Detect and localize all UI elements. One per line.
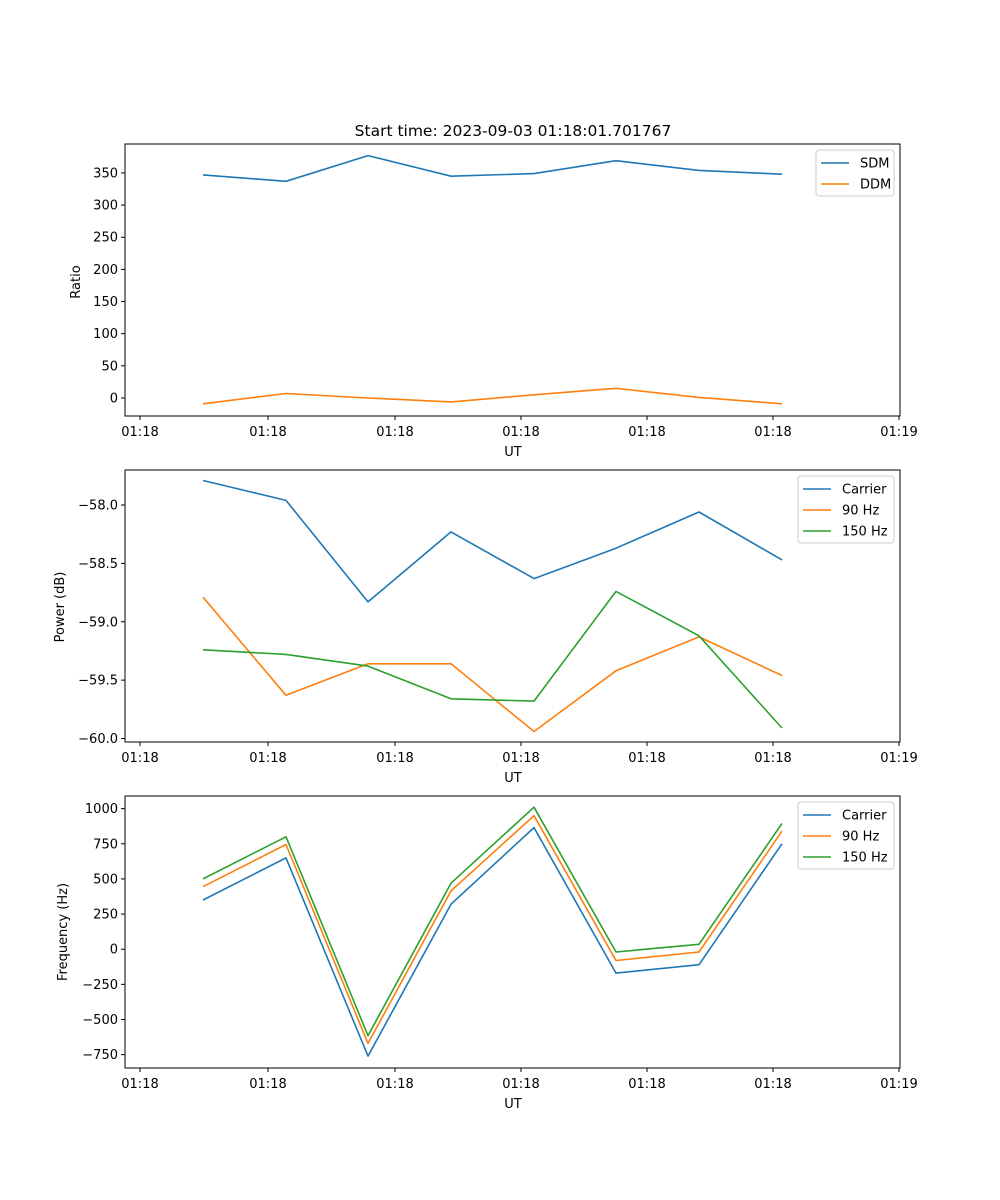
x-tick-label: 01:18 bbox=[502, 751, 539, 766]
y-tick-label: 100 bbox=[93, 327, 118, 342]
y-tick-label: 0 bbox=[110, 391, 118, 406]
x-tick-label: 01:18 bbox=[628, 425, 665, 440]
y-tick-label: −250 bbox=[82, 978, 118, 993]
series-line-ddm bbox=[202, 387, 783, 405]
y-tick-label: −59.0 bbox=[78, 615, 118, 630]
series-line-90-hz bbox=[202, 814, 783, 1045]
y-tick-label: 500 bbox=[93, 872, 118, 887]
chart-title: Start time: 2023-09-03 01:18:01.701767 bbox=[355, 122, 672, 140]
x-tick-label: 01:18 bbox=[754, 751, 791, 766]
x-tick-label: 01:18 bbox=[502, 1077, 539, 1092]
y-tick-label: −500 bbox=[82, 1013, 118, 1028]
x-tick-label: 01:18 bbox=[754, 425, 791, 440]
x-tick-label: 01:18 bbox=[502, 425, 539, 440]
x-tick-label: 01:18 bbox=[121, 1077, 158, 1092]
x-tick-label: 01:18 bbox=[376, 751, 413, 766]
series-line-sdm bbox=[202, 154, 783, 183]
x-tick-label: 01:18 bbox=[628, 1077, 665, 1092]
y-axis-label: Frequency (Hz) bbox=[56, 883, 71, 981]
y-tick-label: 200 bbox=[93, 263, 118, 278]
y-axis-label: Ratio bbox=[69, 265, 84, 298]
legend-label: DDM bbox=[860, 178, 891, 193]
legend-label: 150 Hz bbox=[842, 851, 888, 866]
y-tick-label: 1000 bbox=[85, 802, 118, 817]
chart-frequency: UT Frequency (Hz) −750 −500 −250 0 250 500 750… bbox=[56, 795, 918, 1112]
legend-label: 150 Hz bbox=[842, 525, 888, 540]
x-tick-label: 01:18 bbox=[249, 425, 286, 440]
y-tick-label: 350 bbox=[93, 166, 118, 181]
x-axis-label: UT bbox=[504, 1097, 522, 1112]
x-tick-label: 01:18 bbox=[249, 1077, 286, 1092]
y-tick-label: 250 bbox=[93, 231, 118, 246]
chart-power: UT Power (dB) −60.0 −59.5 −59.0 −58.5 −58.0 0… bbox=[53, 469, 918, 786]
x-tick-label: 01:18 bbox=[121, 751, 158, 766]
y-axis-label: Power (dB) bbox=[53, 572, 68, 643]
plot-frame bbox=[124, 795, 901, 1069]
y-tick-label: 300 bbox=[93, 199, 118, 214]
x-axis-label: UT bbox=[504, 771, 522, 786]
x-tick-label: 01:18 bbox=[376, 1077, 413, 1092]
x-axis-label: UT bbox=[504, 445, 522, 460]
series-line-carrier bbox=[202, 826, 783, 1057]
legend-label: 90 Hz bbox=[842, 504, 879, 519]
y-tick-label: −60.0 bbox=[78, 732, 118, 747]
legend-label: Carrier bbox=[842, 809, 887, 824]
x-tick-label: 01:18 bbox=[376, 425, 413, 440]
y-tick-label: 750 bbox=[93, 837, 118, 852]
x-tick-label: 01:19 bbox=[880, 425, 917, 440]
series-line-carrier bbox=[202, 479, 783, 603]
y-tick-label: 250 bbox=[93, 908, 118, 923]
y-tick-label: −59.5 bbox=[78, 674, 118, 689]
series-line-150-hz bbox=[202, 806, 783, 1037]
legend-label: Carrier bbox=[842, 483, 887, 498]
y-tick-label: 50 bbox=[101, 359, 118, 374]
y-tick-label: −58.0 bbox=[78, 499, 118, 514]
plot-frame bbox=[124, 469, 901, 743]
x-tick-label: 01:19 bbox=[880, 751, 917, 766]
x-tick-label: 01:18 bbox=[121, 425, 158, 440]
x-tick-label: 01:19 bbox=[880, 1077, 917, 1092]
series-line-90-hz bbox=[202, 596, 783, 733]
y-tick-label: 0 bbox=[110, 943, 118, 958]
legend-label: 90 Hz bbox=[842, 830, 879, 845]
x-tick-label: 01:18 bbox=[628, 751, 665, 766]
series-line-150-hz bbox=[202, 590, 783, 729]
plot-frame bbox=[124, 143, 901, 417]
legend-label: SDM bbox=[860, 157, 889, 172]
x-tick-label: 01:18 bbox=[249, 751, 286, 766]
chart-ratio: Start time: 2023-09-03 01:18:01.701767 U… bbox=[69, 122, 918, 460]
x-tick-label: 01:18 bbox=[754, 1077, 791, 1092]
y-tick-label: 150 bbox=[93, 295, 118, 310]
y-tick-label: −58.5 bbox=[78, 557, 118, 572]
legend bbox=[797, 801, 895, 870]
y-tick-label: −750 bbox=[82, 1048, 118, 1063]
legend bbox=[797, 475, 895, 544]
